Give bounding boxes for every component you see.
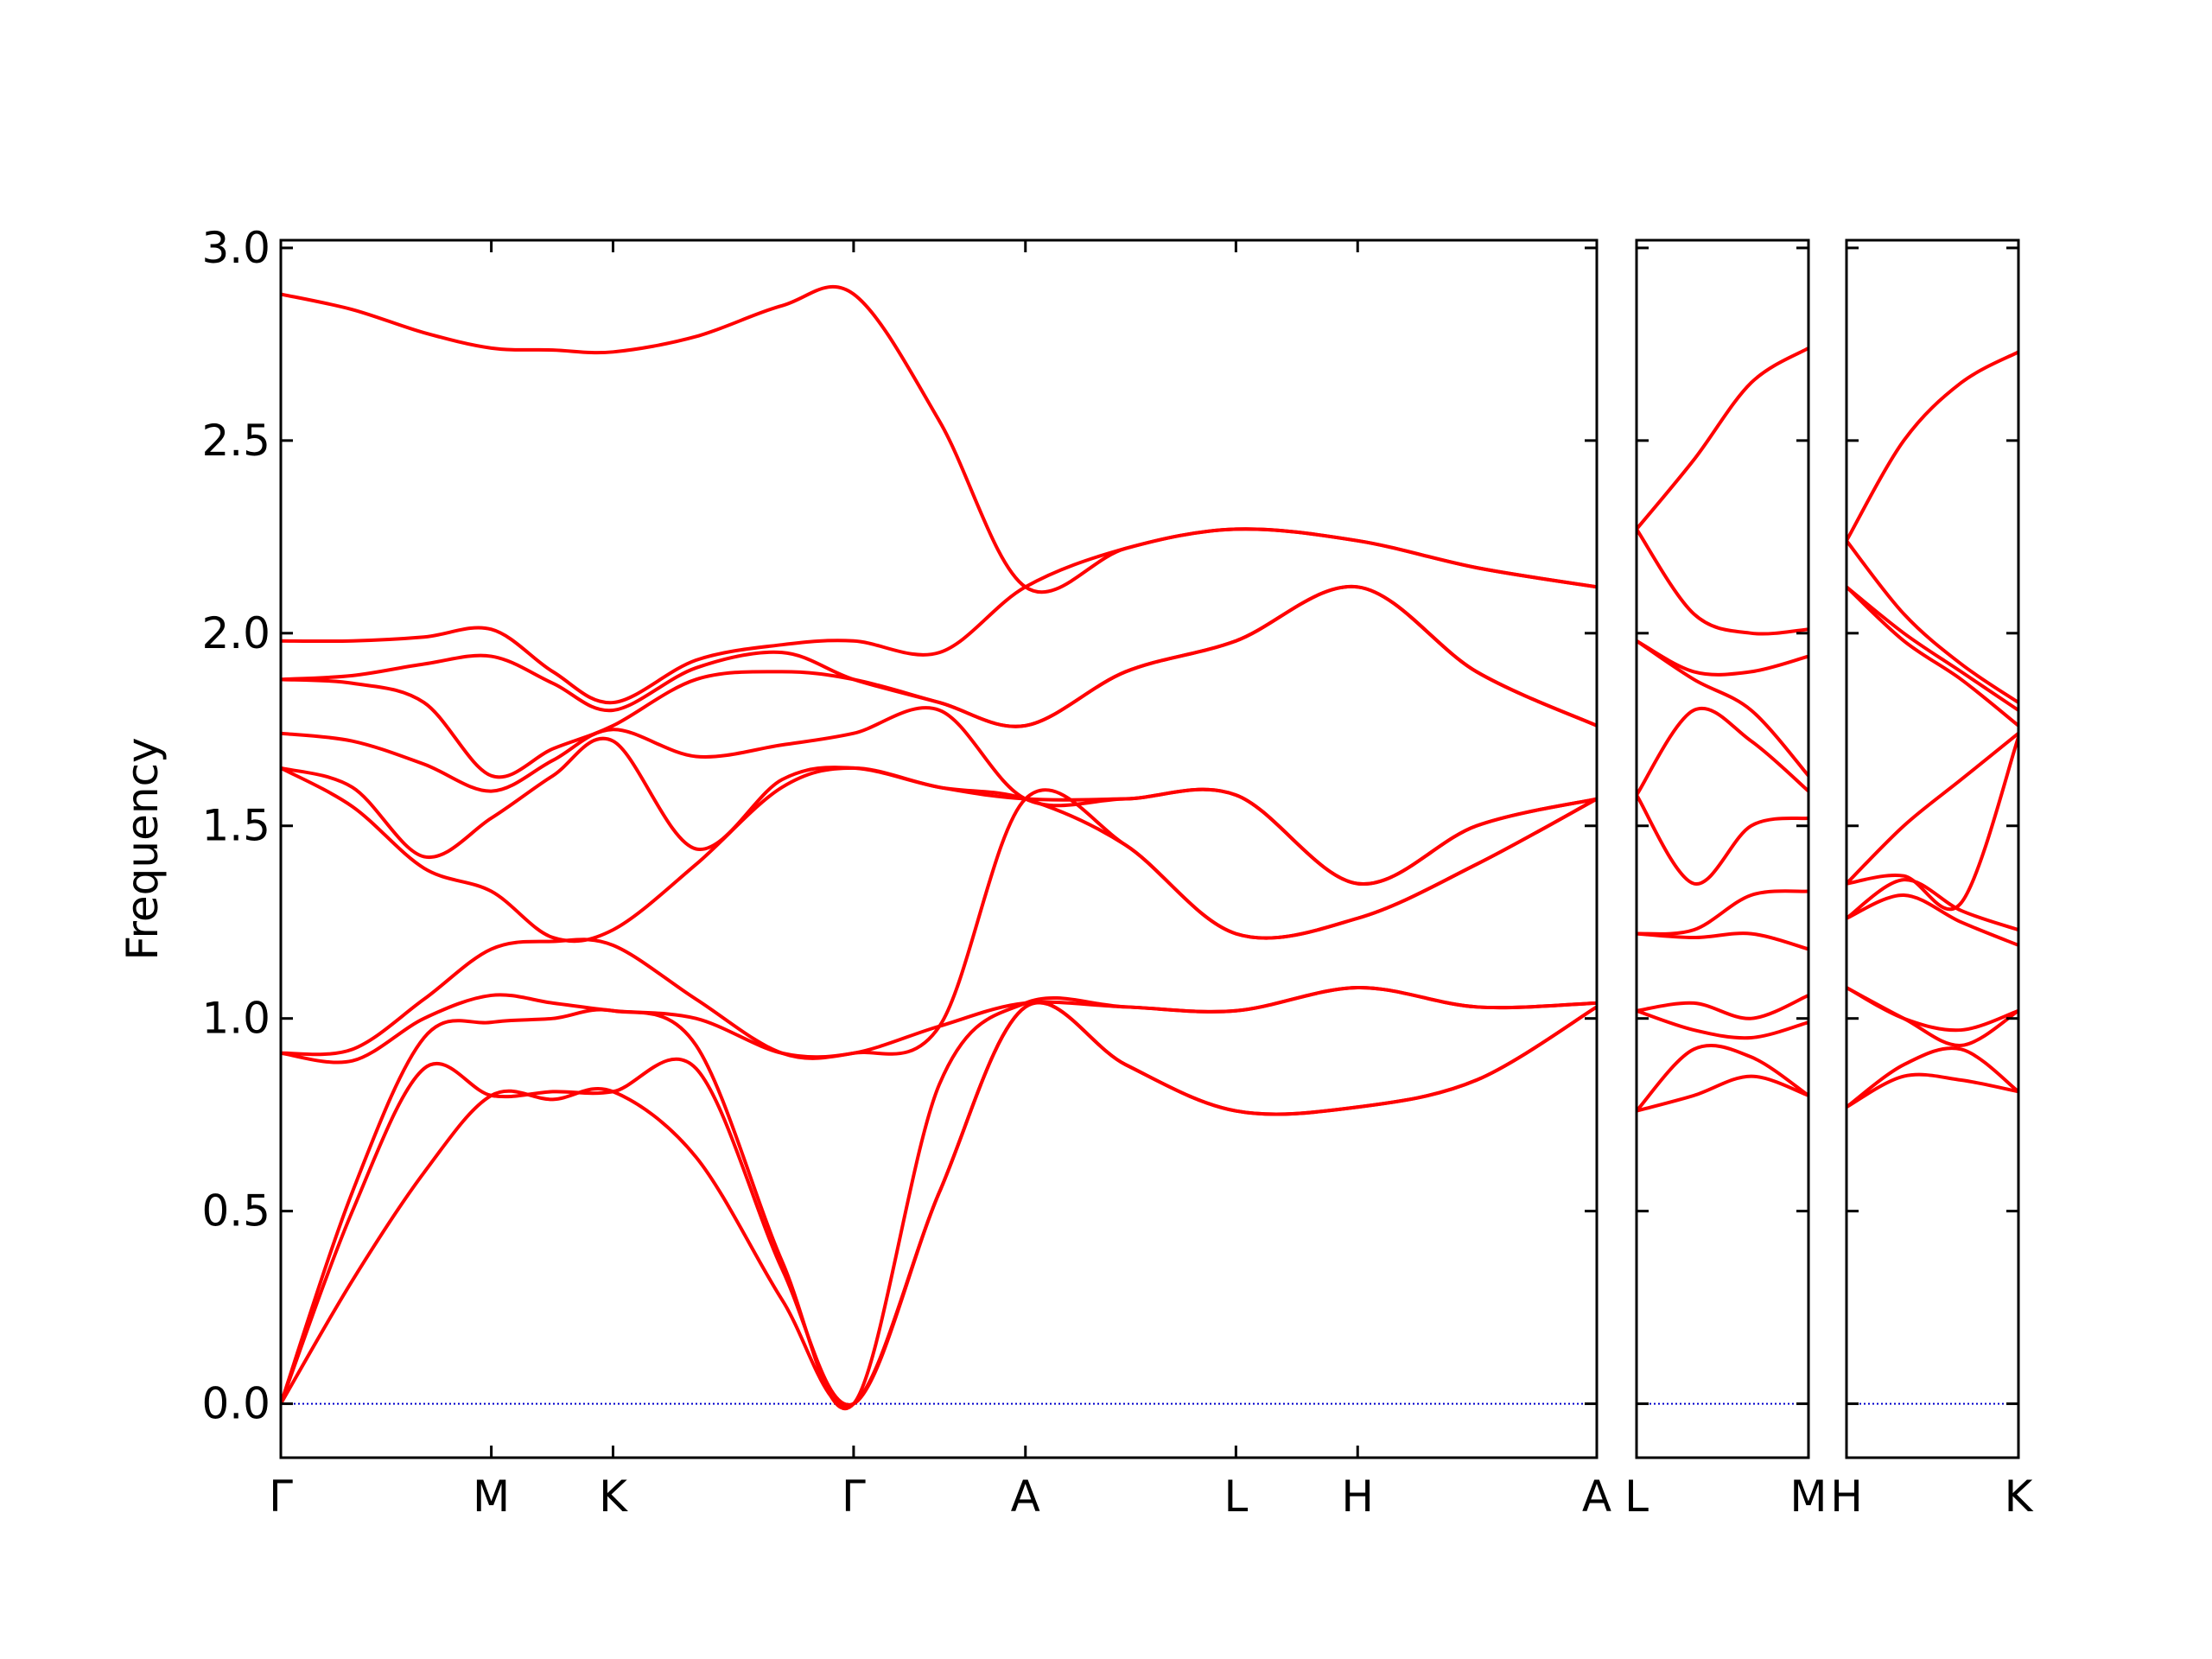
band-line: [281, 584, 1597, 779]
x-tick-label: A: [1011, 1471, 1040, 1522]
y-tick-label: 1.5: [201, 801, 270, 851]
band-line: [1637, 528, 1808, 636]
band-line: [1847, 732, 2018, 886]
band-line: [281, 788, 1597, 1060]
x-tick-label: L: [1624, 1471, 1649, 1522]
band-line: [281, 1001, 1597, 1408]
band-line: [1637, 1044, 1808, 1113]
plot-area: [281, 284, 1597, 1411]
y-tick-label: 3.0: [201, 223, 270, 273]
x-tick-label: K: [2005, 1471, 2034, 1522]
band-line: [1847, 1072, 2018, 1109]
x-tick-label: Γ: [269, 1471, 293, 1522]
band-line: [1847, 350, 2018, 542]
band-line: [1637, 707, 1808, 797]
y-axis-label: Frequency: [118, 737, 168, 960]
x-tick-label: M: [1789, 1471, 1827, 1522]
band-line: [1637, 889, 1808, 936]
plot-frame: [279, 238, 1599, 1459]
band-line: [1637, 639, 1808, 778]
x-tick-label: K: [599, 1471, 628, 1522]
x-tick-label: A: [1582, 1471, 1611, 1522]
band-line: [1847, 585, 2018, 728]
band-line: [1847, 1046, 2018, 1109]
band-line: [281, 986, 1597, 1411]
band-line: [1847, 539, 2018, 704]
x-tick-label: M: [473, 1471, 510, 1522]
y-tick-label: 0.0: [201, 1379, 270, 1429]
y-tick-label: 0.5: [201, 1186, 270, 1236]
y-tick-label: 2.5: [201, 416, 270, 466]
band-line: [1847, 736, 2018, 912]
band-line: [1847, 878, 2018, 932]
band-line: [281, 766, 1597, 944]
band-line: [1637, 639, 1808, 677]
band-line: [281, 527, 1597, 705]
band-line: [1637, 1008, 1808, 1040]
band-line: [1847, 986, 2018, 1047]
band-line: [1847, 893, 2018, 947]
x-tick-label: H: [1341, 1471, 1374, 1522]
band-line: [1637, 1074, 1808, 1113]
plot-frame: [1845, 238, 2020, 1459]
band-line: [281, 584, 1597, 728]
x-tick-label: H: [1830, 1471, 1863, 1522]
x-tick-label: L: [1224, 1471, 1248, 1522]
y-tick-label: 1.0: [201, 994, 270, 1044]
band-line: [1847, 585, 2018, 712]
band-line: [1847, 986, 2018, 1033]
band-line: [1637, 931, 1808, 951]
band-line: [281, 706, 1597, 886]
plot-frame: [1635, 238, 1810, 1459]
band-line: [1637, 994, 1808, 1020]
band-line: [281, 284, 1597, 594]
y-tick-label: 2.0: [201, 608, 270, 658]
x-tick-label: Γ: [842, 1471, 866, 1522]
plot-area: [1847, 350, 2018, 1109]
band-line: [1637, 793, 1808, 886]
plot-area: [1637, 346, 1808, 1113]
band-line: [1637, 346, 1808, 531]
band-line: [281, 1001, 1597, 1407]
band-line: [281, 736, 1597, 886]
